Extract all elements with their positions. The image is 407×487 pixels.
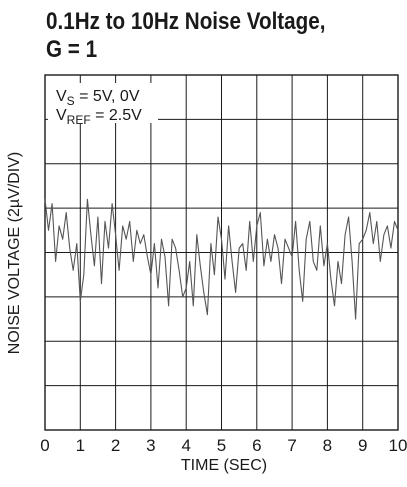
annotation-vs-main: V xyxy=(56,88,67,105)
x-tick-label: 2 xyxy=(111,436,120,455)
annotation-vref-rest: = 2.5V xyxy=(91,107,142,124)
annotation-background xyxy=(48,83,158,123)
annotation-vs-rest: = 5V, 0V xyxy=(75,88,140,105)
x-tick-label: 3 xyxy=(146,436,155,455)
x-axis-label: TIME (SEC) xyxy=(181,457,267,474)
x-tick-label: 10 xyxy=(389,436,407,455)
annotation-vs-sub: S xyxy=(67,94,75,108)
x-tick-label: 9 xyxy=(358,436,367,455)
chart-title: 0.1Hz to 10Hz Noise Voltage, G = 1 xyxy=(46,8,325,64)
annotation-vref-sub: REF xyxy=(67,113,91,127)
x-tick-label: 6 xyxy=(252,436,261,455)
chart-grid xyxy=(45,75,398,430)
x-tick-labels: 0 1 2 3 4 5 6 7 8 9 10 xyxy=(40,436,407,455)
annotation-vref: VREF = 2.5V xyxy=(56,107,142,127)
annotation-vref-main: V xyxy=(56,107,67,124)
plot-frame xyxy=(44,74,399,431)
annotation-vs: VS = 5V, 0V xyxy=(56,88,140,108)
supply-annotation: VS = 5V, 0V VREF = 2.5V xyxy=(48,83,158,127)
x-tick-label: 8 xyxy=(323,436,332,455)
chart-title-line-1: 0.1Hz to 10Hz Noise Voltage, xyxy=(46,8,326,35)
y-axis-label: NOISE VOLTAGE (2µV/DIV) xyxy=(6,152,23,354)
x-tick-label: 0 xyxy=(40,436,49,455)
x-tick-label: 4 xyxy=(181,436,190,455)
x-tick-label: 7 xyxy=(287,436,296,455)
x-tick-label: 1 xyxy=(76,436,85,455)
x-tick-label: 5 xyxy=(217,436,226,455)
chart-title-line-2: G = 1 xyxy=(46,36,98,63)
noise-trace xyxy=(44,198,399,320)
